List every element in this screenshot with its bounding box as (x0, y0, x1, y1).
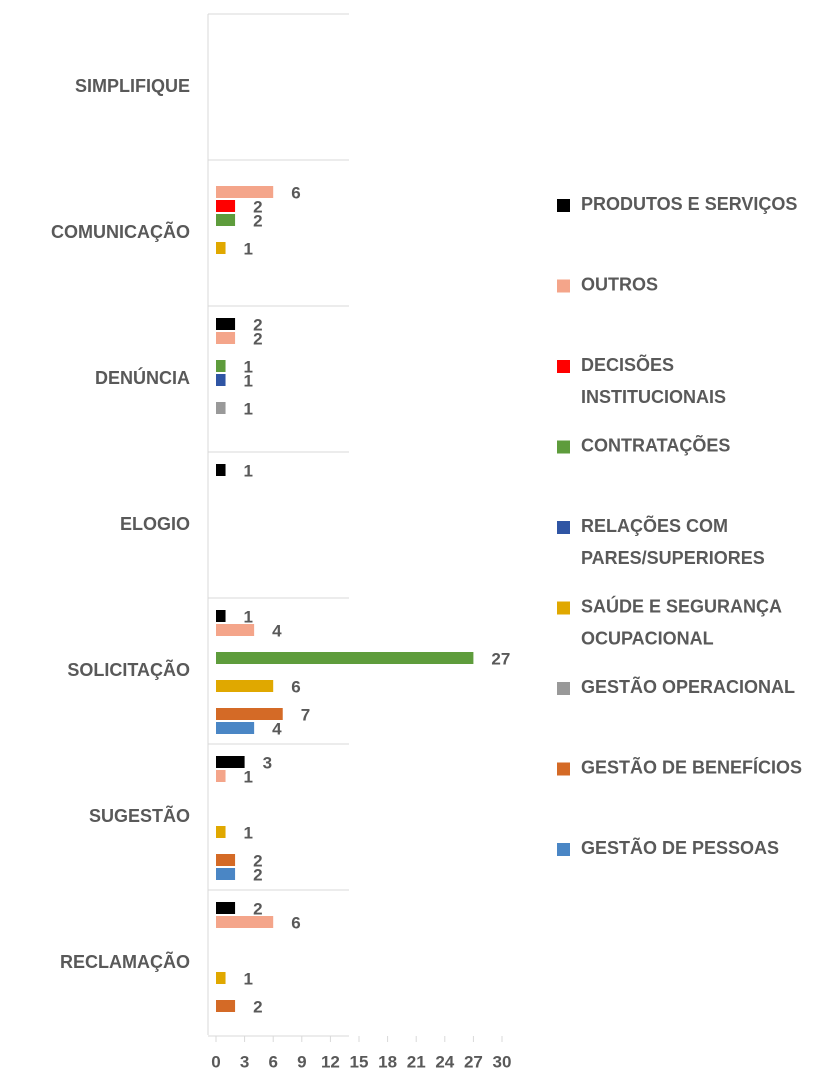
bar (216, 186, 274, 198)
value-label: 1 (244, 371, 253, 390)
category-label: SUGESTÃO (89, 805, 190, 826)
legend-swatch (557, 601, 570, 615)
bar (216, 652, 474, 664)
legend-label: OUTROS (581, 274, 658, 294)
value-label: 2 (253, 329, 262, 348)
bar (216, 756, 245, 768)
legend-label: PRODUTOS E SERVIÇOS (581, 194, 797, 214)
bar (216, 374, 226, 386)
legend-label: RELAÇÕES COM PARES/SUPERIORES (581, 515, 765, 568)
value-label: 6 (291, 677, 300, 696)
bar (216, 972, 226, 984)
value-label: 6 (291, 183, 300, 202)
category-label: RECLAMAÇÃO (60, 951, 190, 972)
legend-swatch (557, 682, 570, 695)
value-label: 1 (244, 767, 253, 786)
bar (216, 318, 236, 330)
x-tick-label: 21 (407, 1052, 426, 1071)
x-tick-label: 15 (350, 1052, 369, 1071)
bar (216, 402, 226, 414)
x-tick-label: 6 (268, 1052, 277, 1071)
value-label: 27 (491, 649, 510, 668)
bar (216, 242, 226, 254)
value-label: 1 (244, 607, 253, 626)
x-tick-label: 9 (297, 1052, 306, 1071)
bar (216, 332, 236, 344)
bar (216, 214, 236, 226)
value-label: 1 (244, 239, 253, 258)
legend-swatch (557, 279, 570, 293)
value-label: 2 (253, 851, 262, 870)
value-label: 2 (253, 211, 262, 230)
bar (216, 868, 236, 880)
bar (216, 360, 226, 372)
value-label: 3 (263, 753, 272, 772)
category-label: COMUNICAÇÃO (51, 221, 190, 242)
x-tick-label: 24 (435, 1052, 454, 1071)
value-label: 1 (244, 461, 253, 480)
bar (216, 770, 226, 782)
legend-label: GESTÃO DE BENEFÍCIOS (581, 756, 802, 777)
category-label: ELOGIO (120, 514, 190, 534)
value-label: 1 (244, 969, 253, 988)
bar (216, 1000, 236, 1012)
legend-label: GESTÃO OPERACIONAL (581, 676, 795, 697)
bar (216, 854, 236, 866)
bar (216, 708, 283, 720)
value-label: 2 (253, 865, 262, 884)
x-tick-label: 18 (378, 1052, 397, 1071)
legend-swatch (557, 199, 570, 212)
category-label: DENÚNCIA (95, 367, 190, 388)
legend-label: GESTÃO DE PESSOAS (581, 837, 779, 858)
bar (216, 722, 255, 734)
legend-swatch (557, 843, 570, 856)
bar (216, 464, 226, 476)
x-tick-label: 27 (464, 1052, 483, 1071)
value-label: 1 (244, 399, 253, 418)
value-label: 1 (244, 823, 253, 842)
bar (216, 200, 236, 212)
legend-swatch (557, 440, 570, 454)
value-label: 2 (253, 197, 262, 216)
value-label: 4 (272, 719, 282, 738)
value-label: 6 (291, 913, 300, 932)
bar (216, 624, 255, 636)
category-label: SOLICITAÇÃO (67, 659, 190, 680)
legend-swatch (557, 521, 570, 534)
legend-swatch (557, 762, 570, 776)
bar (216, 680, 274, 692)
value-label: 7 (301, 705, 310, 724)
legend-label: CONTRATAÇÕES (581, 434, 730, 455)
category-label: SIMPLIFIQUE (75, 76, 190, 96)
value-label: 1 (244, 357, 253, 376)
value-label: 2 (253, 997, 262, 1016)
x-tick-label: 3 (240, 1052, 249, 1071)
bar (216, 610, 226, 622)
bar (216, 902, 236, 914)
legend-label: DECISÕES INSTITUCIONAIS (581, 354, 726, 407)
value-label: 2 (253, 315, 262, 334)
x-tick-label: 30 (493, 1052, 512, 1071)
value-label: 2 (253, 899, 262, 918)
x-tick-label: 0 (211, 1052, 220, 1071)
bar (216, 916, 274, 928)
legend-swatch (557, 360, 570, 373)
bar (216, 826, 226, 838)
legend-label: SAÚDE E SEGURANÇA OCUPACIONAL (581, 595, 786, 648)
value-label: 4 (272, 621, 282, 640)
x-tick-label: 12 (321, 1052, 340, 1071)
